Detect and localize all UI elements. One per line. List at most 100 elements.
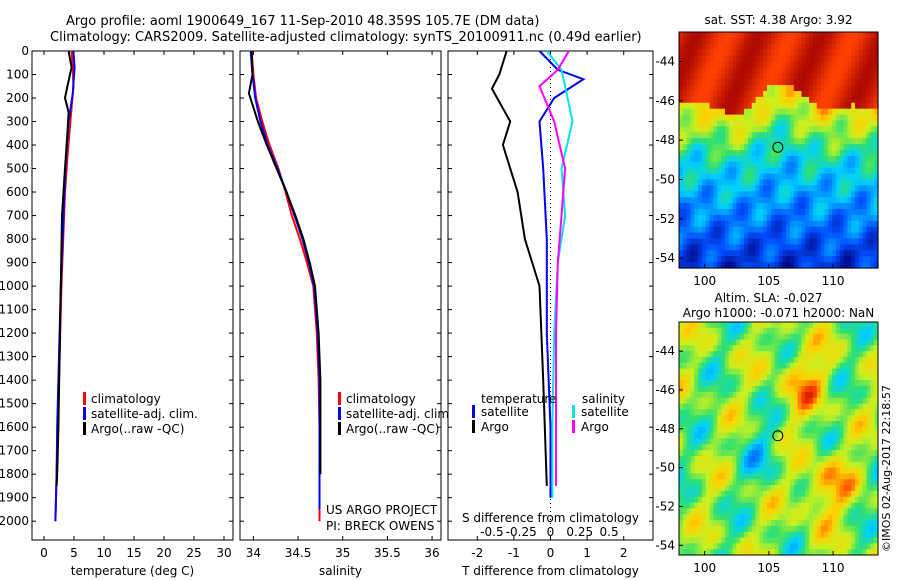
heatmap-cell: [694, 150, 699, 157]
heatmap-cell: [820, 144, 826, 151]
heatmap-cell: [824, 126, 829, 133]
heatmap-cell: [713, 531, 718, 539]
heatmap-cell: [816, 91, 822, 98]
heatmap-cell: [767, 496, 772, 504]
heatmap-cell: [824, 37, 829, 45]
legend-label: Argo: [481, 420, 509, 434]
heatmap-cell: [686, 455, 692, 463]
heatmap-cell: [862, 537, 868, 544]
heatmap-cell: [805, 421, 810, 428]
heatmap-cell: [835, 173, 841, 181]
heatmap-cell: [866, 43, 871, 51]
heatmap-cell: [824, 144, 829, 151]
heatmap-cell: [728, 421, 734, 428]
heatmap-cell: [717, 91, 722, 98]
heatmap-cell: [755, 262, 760, 269]
argo-location-marker: [772, 141, 784, 153]
heatmap-cell: [713, 322, 718, 329]
heatmap-cell: [839, 496, 845, 504]
heatmap-cell: [705, 327, 711, 335]
heatmap-cell: [809, 502, 814, 509]
heatmap-cell: [793, 203, 799, 210]
heatmap-cell: [801, 238, 806, 245]
x-tick-label: 34.5: [285, 546, 312, 560]
heatmap-cell: [851, 132, 856, 139]
heatmap-cell: [824, 421, 829, 428]
heatmap-cell: [851, 368, 856, 376]
heatmap-cell: [724, 496, 730, 504]
heatmap-cell: [740, 473, 745, 480]
heatmap-cell: [747, 537, 753, 544]
heatmap-cell: [736, 214, 741, 222]
legend-swatch: [572, 420, 575, 433]
heatmap-cell: [801, 508, 806, 515]
heatmap-cell: [770, 191, 776, 198]
heatmap-cell: [816, 67, 822, 74]
heatmap-cell: [682, 132, 688, 139]
heatmap-cell: [679, 380, 684, 387]
heatmap-cell: [858, 531, 864, 539]
heatmap-cell: [855, 327, 860, 335]
heatmap-cell: [866, 345, 871, 352]
heatmap-cell: [870, 214, 875, 222]
heatmap-cell: [763, 421, 768, 428]
heatmap-cell: [747, 49, 753, 57]
heatmap-cell: [705, 368, 711, 376]
heatmap-cell: [717, 114, 722, 122]
heatmap-cell: [809, 415, 814, 422]
heatmap-cell: [862, 531, 868, 539]
heatmap-cell: [855, 467, 860, 475]
heatmap-cell: [774, 327, 780, 335]
heatmap-cell: [816, 191, 822, 198]
heatmap-cell: [870, 461, 875, 469]
heatmap-cell: [744, 525, 749, 533]
heatmap-cell: [728, 61, 734, 68]
heatmap-cell: [782, 155, 787, 163]
heatmap-cell: [694, 473, 699, 480]
heatmap-cell: [701, 191, 707, 198]
heatmap-cell: [709, 161, 715, 169]
heatmap-cell: [835, 120, 841, 127]
heatmap-cell: [847, 155, 852, 163]
heatmap-cell: [763, 525, 768, 533]
heatmap-cell: [866, 102, 871, 110]
heatmap-cell: [774, 525, 780, 533]
heatmap-cell: [855, 250, 860, 257]
heatmap-cell: [866, 461, 871, 469]
heatmap-cell: [759, 403, 764, 410]
heatmap-cell: [682, 150, 688, 157]
heatmap-cell: [835, 43, 841, 51]
heatmap-cell: [763, 49, 768, 57]
heatmap-cell: [862, 333, 868, 341]
legend-swatch: [83, 407, 86, 420]
heatmap-cell: [786, 549, 791, 556]
heatmap-cell: [778, 356, 783, 364]
heatmap-cell: [843, 362, 848, 370]
heatmap-cell: [820, 150, 826, 157]
heatmap-cell: [797, 455, 803, 463]
heatmap-cell: [770, 415, 776, 422]
heatmap-cell: [820, 132, 826, 139]
heatmap-cell: [793, 49, 799, 57]
heatmap-cell: [747, 179, 753, 186]
heatmap-cell: [855, 79, 860, 86]
heatmap-cell: [835, 91, 841, 98]
heatmap-cell: [717, 73, 722, 80]
heatmap-cell: [809, 179, 814, 186]
heatmap-cell: [682, 415, 688, 422]
heatmap-cell: [866, 409, 871, 416]
heatmap-cell: [694, 351, 699, 358]
heatmap-cell: [690, 155, 695, 163]
heatmap-cell: [843, 61, 848, 68]
heatmap-cell: [855, 102, 860, 110]
heatmap-cell: [832, 220, 837, 228]
heatmap-cell: [862, 409, 868, 416]
heatmap-cell: [767, 91, 772, 98]
heatmap-cell: [858, 520, 864, 527]
heatmap-cell: [866, 514, 871, 521]
heatmap-cell: [801, 167, 806, 175]
heatmap-cell: [835, 467, 841, 475]
heatmap-cell: [816, 514, 822, 521]
heatmap-cell: [751, 138, 757, 145]
heatmap-cell: [724, 502, 730, 509]
